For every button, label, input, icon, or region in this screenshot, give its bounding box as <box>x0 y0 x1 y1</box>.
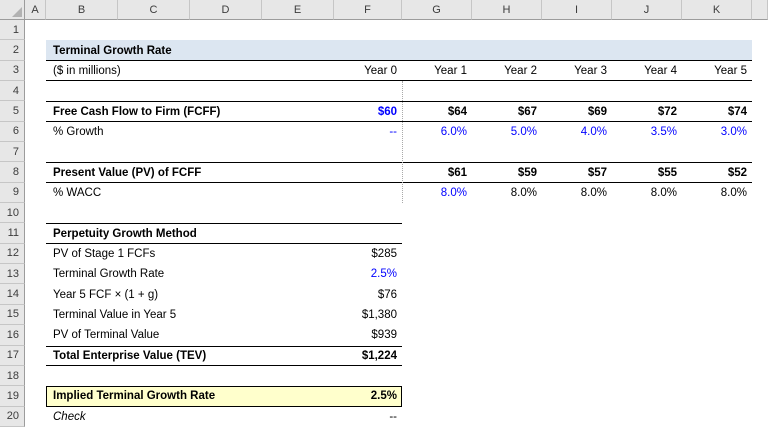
terminal-value-value[interactable]: $1,380 <box>361 308 397 321</box>
fcff-row-rules <box>46 101 752 122</box>
col-header-i[interactable]: I <box>542 0 612 20</box>
row-header-20[interactable]: 20 <box>0 406 25 427</box>
tev-row-rules <box>46 345 402 366</box>
year1-header[interactable]: Year 1 <box>434 64 467 77</box>
wacc-year3-value[interactable]: 8.0% <box>580 186 607 199</box>
pv-terminal-label[interactable]: PV of Terminal Value <box>53 329 160 342</box>
year4-header[interactable]: Year 4 <box>644 64 677 77</box>
col-header-c[interactable]: C <box>118 0 190 20</box>
pv-fcff-year3-value[interactable]: $57 <box>587 166 607 179</box>
row-header-11[interactable]: 11 <box>0 223 25 244</box>
growth-year5-value[interactable]: 3.0% <box>720 125 747 138</box>
row-header-1[interactable]: 1 <box>0 20 25 41</box>
year-header-rule <box>46 61 752 82</box>
row-header-2[interactable]: 2 <box>0 40 25 61</box>
check-value[interactable]: -- <box>389 410 397 423</box>
row-header-3[interactable]: 3 <box>0 60 25 82</box>
tev-value[interactable]: $1,224 <box>361 349 397 362</box>
growth-label[interactable]: % Growth <box>53 125 104 138</box>
col-header-h[interactable]: H <box>472 0 542 20</box>
year0-separator-dotted-line <box>402 81 403 203</box>
check-label[interactable]: Check <box>53 410 86 423</box>
fcff-year3-value[interactable]: $69 <box>587 105 607 118</box>
section-title-band <box>46 40 752 61</box>
col-header-k[interactable]: K <box>682 0 752 20</box>
row-header-18[interactable]: 18 <box>0 365 25 387</box>
growth-year4-value[interactable]: 3.5% <box>650 125 677 138</box>
wacc-year4-value[interactable]: 8.0% <box>650 186 677 199</box>
terminal-growth-label[interactable]: Terminal Growth Rate <box>53 268 165 281</box>
implied-rate-value[interactable]: 2.5% <box>370 390 397 403</box>
row-header-7[interactable]: 7 <box>0 142 25 163</box>
growth-year0-value[interactable]: -- <box>389 125 397 138</box>
wacc-year1-value[interactable]: 8.0% <box>440 186 467 199</box>
row-header-19[interactable]: 19 <box>0 386 25 407</box>
pv-fcff-year5-value[interactable]: $52 <box>727 166 747 179</box>
col-header-d[interactable]: D <box>190 0 262 20</box>
row-header-6[interactable]: 6 <box>0 121 25 143</box>
col-header-filler <box>752 0 768 20</box>
pv-fcff-year4-value[interactable]: $55 <box>657 166 677 179</box>
col-header-j[interactable]: J <box>612 0 682 20</box>
row-header-10[interactable]: 10 <box>0 203 25 224</box>
growth-year2-value[interactable]: 5.0% <box>510 125 537 138</box>
terminal-growth-value[interactable]: 2.5% <box>370 268 397 281</box>
fcff-year0-value[interactable]: $60 <box>377 105 397 118</box>
units-label[interactable]: ($ in millions) <box>53 64 121 77</box>
col-header-e[interactable]: E <box>262 0 334 20</box>
row-header-16[interactable]: 16 <box>0 325 25 346</box>
fcff-year5-value[interactable]: $74 <box>727 105 747 118</box>
pv-row-rules <box>46 162 752 183</box>
wacc-year5-value[interactable]: 8.0% <box>720 186 747 199</box>
year2-header[interactable]: Year 2 <box>504 64 537 77</box>
year3-header[interactable]: Year 3 <box>574 64 607 77</box>
row-header-4[interactable]: 4 <box>0 81 25 102</box>
implied-rate-highlight <box>46 386 402 407</box>
row-header-9[interactable]: 9 <box>0 182 25 204</box>
pv-fcff-year2-value[interactable]: $59 <box>517 166 537 179</box>
perpetuity-title[interactable]: Perpetuity Growth Method <box>53 227 197 240</box>
terminal-value-label[interactable]: Terminal Value in Year 5 <box>53 308 177 321</box>
pv-stage1-value[interactable]: $285 <box>371 247 397 260</box>
select-all-triangle-icon <box>12 7 22 17</box>
row-header-17[interactable]: 17 <box>0 345 25 366</box>
growth-year1-value[interactable]: 6.0% <box>440 125 467 138</box>
year0-header[interactable]: Year 0 <box>364 64 397 77</box>
year5-header[interactable]: Year 5 <box>714 64 747 77</box>
pv-terminal-value[interactable]: $939 <box>371 329 397 342</box>
fcff-year4-value[interactable]: $72 <box>657 105 677 118</box>
row-header-5[interactable]: 5 <box>0 101 25 122</box>
tev-label[interactable]: Total Enterprise Value (TEV) <box>53 349 207 362</box>
year5-fcf-label[interactable]: Year 5 FCF × (1 + g) <box>53 288 159 301</box>
year5-fcf-value[interactable]: $76 <box>377 288 397 301</box>
col-header-f[interactable]: F <box>334 0 402 20</box>
pv-fcff-label[interactable]: Present Value (PV) of FCFF <box>53 166 202 179</box>
pv-fcff-year1-value[interactable]: $61 <box>447 166 467 179</box>
pv-stage1-label[interactable]: PV of Stage 1 FCFs <box>53 247 156 260</box>
row-header-8[interactable]: 8 <box>0 162 25 183</box>
implied-rate-label[interactable]: Implied Terminal Growth Rate <box>53 390 216 403</box>
col-header-g[interactable]: G <box>402 0 472 20</box>
row-header-15[interactable]: 15 <box>0 304 25 326</box>
fcff-year1-value[interactable]: $64 <box>447 105 467 118</box>
section-title[interactable]: Terminal Growth Rate <box>53 44 172 57</box>
row-header-14[interactable]: 14 <box>0 284 25 305</box>
col-header-a[interactable]: A <box>25 0 46 20</box>
select-all-corner[interactable] <box>0 0 25 20</box>
col-header-b[interactable]: B <box>46 0 118 20</box>
wacc-year2-value[interactable]: 8.0% <box>510 186 537 199</box>
growth-year3-value[interactable]: 4.0% <box>580 125 607 138</box>
perpetuity-title-rules <box>46 223 402 244</box>
row-header-12[interactable]: 12 <box>0 243 25 265</box>
wacc-label[interactable]: % WACC <box>53 186 102 199</box>
row-header-13[interactable]: 13 <box>0 264 25 285</box>
fcff-year2-value[interactable]: $67 <box>517 105 537 118</box>
fcff-label[interactable]: Free Cash Flow to Firm (FCFF) <box>53 105 221 118</box>
